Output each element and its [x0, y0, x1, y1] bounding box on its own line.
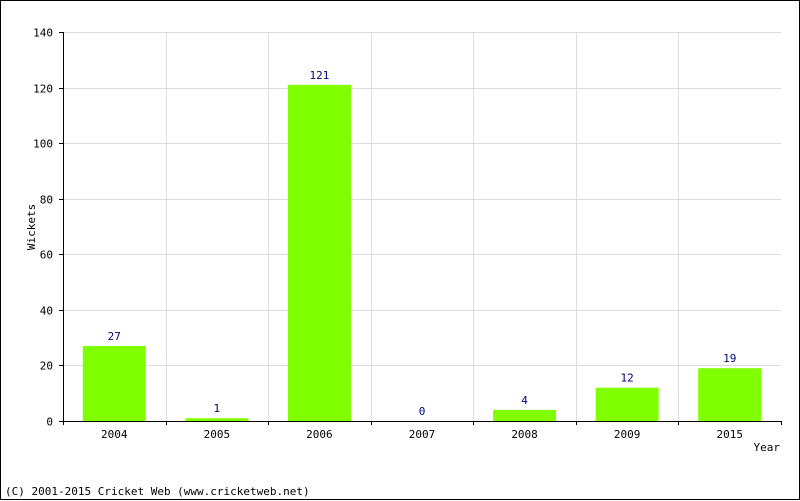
data-label: 1	[214, 402, 221, 415]
x-axis-label: Year	[754, 441, 781, 454]
y-axis-label: Wickets	[25, 204, 38, 250]
copyright-footer: (C) 2001-2015 Cricket Web (www.cricketwe…	[5, 485, 310, 498]
x-tick-label: 2009	[614, 428, 641, 441]
y-tick-label: 140	[33, 27, 53, 40]
bar	[595, 387, 659, 421]
x-tick-label: 2006	[306, 428, 333, 441]
data-label: 4	[521, 394, 528, 407]
bars	[82, 84, 762, 422]
bar	[82, 345, 146, 421]
y-tick-label: 100	[33, 138, 53, 151]
x-tick-label: 2007	[409, 428, 436, 441]
y-tick-label: 60	[40, 249, 53, 262]
y-tick-labels: 0 20 40 60 80 100 120 140	[33, 27, 53, 429]
x-tick-label: 2004	[101, 428, 128, 441]
data-label: 12	[621, 372, 634, 385]
x-tick-label: 2015	[716, 428, 743, 441]
x-tick-labels: 2004 2005 2006 2007 2008 2009 2015	[101, 428, 743, 441]
bar	[698, 368, 762, 421]
bar	[493, 409, 557, 421]
grid-lines	[63, 32, 781, 421]
bar	[287, 84, 351, 422]
y-tick-label: 0	[46, 416, 53, 429]
data-label: 121	[309, 69, 329, 82]
x-tick-label: 2008	[511, 428, 538, 441]
data-label: 19	[723, 352, 736, 365]
x-tick-label: 2005	[204, 428, 231, 441]
y-tick-label: 40	[40, 305, 53, 318]
data-labels: 27 1 121 0 4 12 19	[108, 69, 737, 418]
axes	[59, 32, 782, 425]
y-tick-label: 20	[40, 360, 53, 373]
data-label: 27	[108, 330, 121, 343]
data-label: 0	[419, 405, 426, 418]
bar	[185, 418, 249, 421]
y-tick-label: 120	[33, 83, 53, 96]
y-tick-label: 80	[40, 194, 53, 207]
